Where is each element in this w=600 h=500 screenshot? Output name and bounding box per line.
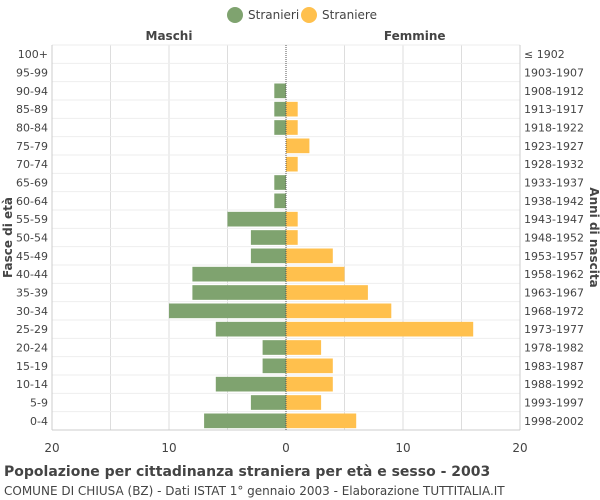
- bar-straniere-25-29: [286, 321, 474, 337]
- birth-year-label: 1948-1952: [524, 232, 584, 245]
- bar-stranieri-90-94: [274, 83, 286, 99]
- bar-stranieri-30-34: [169, 303, 286, 319]
- age-group-label: 95-99: [16, 67, 48, 80]
- bar-stranieri-50-54: [250, 230, 286, 245]
- birth-year-label: 1928-1932: [524, 158, 584, 171]
- x-tick-label: 10: [395, 441, 410, 455]
- age-group-label: 55-59: [16, 213, 48, 226]
- bar-stranieri-80-84: [274, 120, 286, 135]
- birth-year-label: 1913-1917: [524, 103, 584, 116]
- age-group-label: 75-79: [16, 140, 48, 153]
- birth-year-label: 1983-1987: [524, 360, 584, 373]
- birth-year-label: 1943-1947: [524, 213, 584, 226]
- y-axis-title-left: Fasce di età: [1, 197, 15, 278]
- age-group-label: 0-4: [30, 415, 48, 428]
- birth-year-label: 1953-1957: [524, 250, 584, 263]
- legend-marker-stranieri: [227, 7, 243, 23]
- age-group-label: 10-14: [16, 378, 48, 391]
- bar-straniere-80-84: [286, 120, 298, 135]
- birth-year-label: 1918-1922: [524, 122, 584, 135]
- age-group-label: 50-54: [16, 232, 48, 245]
- age-group-label: 100+: [18, 48, 48, 61]
- bar-straniere-0-4: [286, 413, 357, 429]
- chart-subtitle: COMUNE DI CHIUSA (BZ) - Dati ISTAT 1° ge…: [4, 484, 505, 498]
- x-tick-label: 20: [512, 441, 527, 455]
- birth-year-label: 1993-1997: [524, 397, 584, 410]
- birth-year-label: 1968-1972: [524, 305, 584, 318]
- bar-stranieri-0-4: [204, 413, 286, 429]
- age-group-label: 45-49: [16, 250, 48, 263]
- y-axis-title-right: Anni di nascita: [587, 187, 600, 287]
- bar-straniere-5-9: [286, 395, 322, 410]
- bar-stranieri-15-19: [262, 358, 286, 374]
- bar-stranieri-65-69: [274, 175, 286, 190]
- age-group-label: 80-84: [16, 122, 48, 135]
- bar-stranieri-25-29: [215, 321, 286, 337]
- age-group-label: 20-24: [16, 342, 48, 355]
- birth-year-label: 1933-1937: [524, 177, 584, 190]
- bar-straniere-20-24: [286, 340, 322, 355]
- birth-year-label: 1923-1927: [524, 140, 584, 153]
- bar-stranieri-60-64: [274, 193, 286, 209]
- age-group-label: 35-39: [16, 287, 48, 300]
- bar-straniere-40-44: [286, 266, 345, 282]
- bar-straniere-45-49: [286, 248, 333, 264]
- x-tick-label: 0: [282, 441, 290, 455]
- left-header-maschi: Maschi: [146, 29, 193, 43]
- bar-straniere-30-34: [286, 303, 392, 319]
- x-tick-label: 10: [161, 441, 176, 455]
- bar-straniere-70-74: [286, 156, 298, 172]
- bar-straniere-50-54: [286, 230, 298, 245]
- birth-year-label: 1978-1982: [524, 342, 584, 355]
- age-group-label: 70-74: [16, 158, 48, 171]
- birth-year-label: 1963-1967: [524, 287, 584, 300]
- birth-year-label: ≤ 1902: [524, 48, 565, 61]
- bar-stranieri-40-44: [192, 266, 286, 282]
- birth-year-label: 1903-1907: [524, 67, 584, 80]
- population-pyramid-chart: 100+ ≤ 1902 95-99 1903-1907 90-94 1908-1912 85…: [1, 7, 600, 455]
- birth-year-label: 1958-1962: [524, 268, 584, 281]
- chart-title: Popolazione per cittadinanza straniera p…: [4, 464, 491, 480]
- age-group-label: 25-29: [16, 323, 48, 336]
- age-group-label: 85-89: [16, 103, 48, 116]
- birth-year-label: 1988-1992: [524, 378, 584, 391]
- legend-label-stranieri: Stranieri: [248, 8, 299, 22]
- bar-straniere-10-14: [286, 376, 333, 392]
- bar-straniere-85-89: [286, 101, 298, 117]
- bar-straniere-75-79: [286, 138, 310, 154]
- age-group-label: 65-69: [16, 177, 48, 190]
- bar-stranieri-20-24: [262, 340, 286, 355]
- bar-straniere-35-39: [286, 285, 368, 300]
- bar-stranieri-35-39: [192, 285, 286, 300]
- age-group-label: 15-19: [16, 360, 48, 373]
- bar-stranieri-10-14: [215, 376, 286, 392]
- bar-straniere-15-19: [286, 358, 333, 374]
- birth-year-label: 1973-1977: [524, 323, 584, 336]
- age-group-label: 40-44: [16, 268, 48, 281]
- age-group-label: 30-34: [16, 305, 48, 318]
- bar-stranieri-55-59: [227, 211, 286, 227]
- legend-label-straniere: Straniere: [322, 8, 377, 22]
- birth-year-label: 1998-2002: [524, 415, 584, 428]
- bar-stranieri-85-89: [274, 101, 286, 117]
- legend-marker-straniere: [301, 7, 317, 23]
- right-header-femmine: Femmine: [384, 29, 446, 43]
- bar-straniere-55-59: [286, 211, 298, 227]
- age-group-label: 5-9: [30, 397, 48, 410]
- bar-stranieri-45-49: [250, 248, 286, 264]
- bar-stranieri-5-9: [250, 395, 286, 410]
- x-tick-label: 20: [44, 441, 59, 455]
- age-group-label: 90-94: [16, 85, 48, 98]
- age-group-label: 60-64: [16, 195, 48, 208]
- birth-year-label: 1908-1912: [524, 85, 584, 98]
- birth-year-label: 1938-1942: [524, 195, 584, 208]
